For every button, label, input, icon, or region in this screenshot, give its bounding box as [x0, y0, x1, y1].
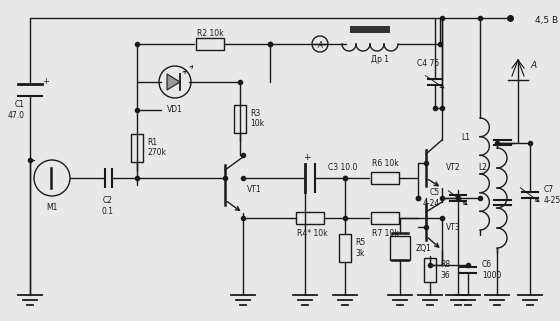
- Text: C6
1000: C6 1000: [482, 260, 501, 280]
- Text: 4,5 В: 4,5 В: [535, 15, 558, 24]
- Text: R7 10k: R7 10k: [372, 230, 398, 239]
- Text: R8
36: R8 36: [440, 260, 450, 280]
- Text: +: +: [304, 153, 311, 162]
- Text: VT1: VT1: [247, 186, 262, 195]
- Text: C5
4-24: C5 4-24: [423, 188, 440, 208]
- Text: C4 75: C4 75: [417, 59, 439, 68]
- Text: R4* 10k: R4* 10k: [297, 230, 327, 239]
- Text: Др 1: Др 1: [371, 56, 389, 65]
- Text: VT3: VT3: [446, 222, 461, 231]
- Polygon shape: [167, 74, 180, 90]
- Text: L2: L2: [478, 163, 487, 172]
- Text: A: A: [318, 40, 323, 49]
- Text: C1
47.0: C1 47.0: [8, 100, 25, 120]
- Text: R1
270k: R1 270k: [147, 138, 166, 157]
- Text: C3 10.0: C3 10.0: [328, 163, 357, 172]
- Text: C7
4-25: C7 4-25: [544, 185, 560, 205]
- Text: C2
0.1: C2 0.1: [102, 196, 114, 216]
- Bar: [234, 105, 246, 133]
- Bar: [131, 134, 143, 161]
- Text: VD1: VD1: [167, 106, 183, 115]
- Text: M1: M1: [46, 204, 58, 213]
- Text: A: A: [530, 60, 536, 70]
- Bar: [339, 234, 351, 262]
- Bar: [371, 212, 399, 224]
- Bar: [371, 172, 399, 184]
- Text: R3
10k: R3 10k: [250, 109, 264, 128]
- Bar: [424, 258, 436, 282]
- Text: R2 10k: R2 10k: [197, 30, 223, 39]
- Text: VT2: VT2: [446, 163, 461, 172]
- Bar: [196, 38, 224, 50]
- Bar: [350, 26, 390, 33]
- Text: L1: L1: [461, 134, 470, 143]
- Text: R6 10k: R6 10k: [372, 160, 398, 169]
- Text: R5
3k: R5 3k: [355, 238, 365, 258]
- Bar: [296, 212, 324, 224]
- Text: ZQ1: ZQ1: [416, 244, 432, 253]
- Bar: [390, 236, 410, 260]
- Text: +: +: [43, 77, 49, 86]
